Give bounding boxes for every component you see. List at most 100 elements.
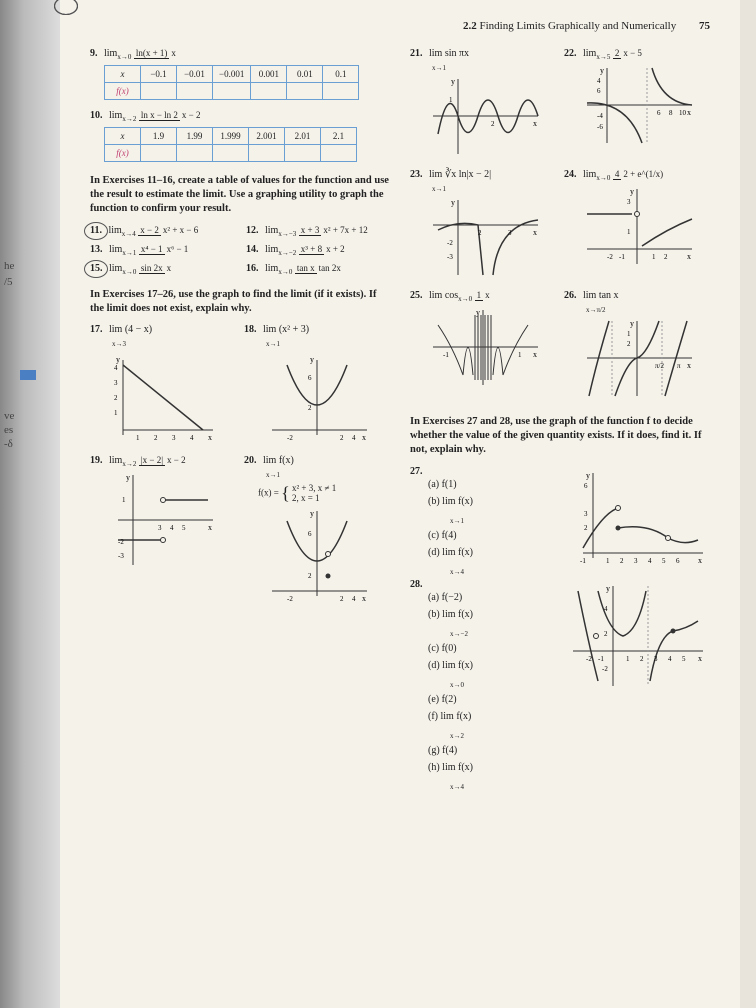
page-number: 75 bbox=[699, 20, 710, 32]
svg-text:1: 1 bbox=[606, 557, 610, 565]
edge-text: /5 bbox=[4, 276, 13, 288]
svg-text:4: 4 bbox=[648, 557, 652, 565]
problem-22: 22. limx→5 2x − 5 xy 64-4-6 6810 bbox=[564, 48, 710, 161]
edge-text: he bbox=[4, 260, 14, 272]
svg-text:-2: -2 bbox=[287, 434, 293, 442]
svg-text:y: y bbox=[630, 319, 634, 328]
svg-text:1: 1 bbox=[449, 96, 453, 104]
problem-24: 24. limx→0 42 + e^(1/x) xy 13 -2-112 bbox=[564, 169, 710, 282]
svg-text:4: 4 bbox=[114, 364, 118, 372]
svg-text:-3: -3 bbox=[118, 552, 124, 560]
svg-text:4: 4 bbox=[668, 655, 672, 663]
svg-text:2: 2 bbox=[627, 340, 631, 348]
svg-text:x: x bbox=[362, 433, 366, 442]
svg-text:-2: -2 bbox=[118, 538, 124, 546]
graph-19: x y 1 -2 -3 345 bbox=[108, 470, 218, 570]
svg-text:2: 2 bbox=[154, 434, 158, 442]
svg-text:x: x bbox=[533, 350, 537, 359]
svg-text:2: 2 bbox=[308, 404, 312, 412]
problem-16: 16. limx→0 tan xtan 2x bbox=[246, 263, 390, 276]
problem-10: 10. limx→2 ln x − ln 2x − 2 x 1.9 1.99 1… bbox=[90, 110, 390, 162]
svg-text:-2: -2 bbox=[602, 665, 608, 673]
svg-text:2: 2 bbox=[604, 630, 608, 638]
svg-text:4: 4 bbox=[170, 524, 174, 532]
svg-text:y: y bbox=[310, 355, 314, 364]
graph-18: xy -224 26 bbox=[262, 350, 372, 445]
svg-text:3: 3 bbox=[158, 524, 162, 532]
svg-text:6: 6 bbox=[308, 374, 312, 382]
graph-26: xy 21 π/2π bbox=[577, 316, 697, 401]
svg-text:-1: -1 bbox=[598, 655, 604, 663]
section-title: Finding Limits Graphically and Numerical… bbox=[480, 20, 677, 32]
svg-text:4: 4 bbox=[597, 77, 601, 85]
svg-text:y: y bbox=[126, 473, 130, 482]
svg-text:x: x bbox=[687, 252, 691, 261]
edge-text: ve bbox=[4, 410, 14, 422]
svg-text:-2: -2 bbox=[287, 595, 293, 603]
svg-text:2: 2 bbox=[114, 394, 118, 402]
graph-21: xy 12 bbox=[423, 74, 543, 159]
svg-text:y: y bbox=[606, 584, 610, 593]
svg-text:-1: -1 bbox=[443, 351, 449, 359]
svg-text:3: 3 bbox=[508, 229, 512, 237]
problem-20: 20. lim f(x)x→1 f(x) = { x² + 3, x ≠ 1 2… bbox=[244, 455, 390, 608]
problem-11: 11. limx→4 x − 2x² + x − 6 bbox=[90, 225, 234, 238]
problem-9: 9. limx→0 ln(x + 1)x x −0.1 −0.01 −0.001… bbox=[90, 48, 390, 100]
value-table-10: x 1.9 1.99 1.999 2.001 2.01 2.1 f(x) bbox=[104, 127, 357, 162]
problem-15: 15. limx→0 sin 2xx bbox=[90, 263, 234, 276]
left-column: 9. limx→0 ln(x + 1)x x −0.1 −0.01 −0.001… bbox=[90, 48, 390, 795]
limit-expression: limx→2 ln x − ln 2x − 2 bbox=[109, 110, 203, 121]
svg-text:-4: -4 bbox=[597, 112, 603, 120]
svg-text:3: 3 bbox=[634, 557, 638, 565]
svg-text:x: x bbox=[687, 108, 691, 117]
tab-marker bbox=[20, 370, 36, 380]
value-table-9: x −0.1 −0.01 −0.001 0.001 0.01 0.1 f(x) bbox=[104, 65, 359, 100]
svg-text:-1: -1 bbox=[619, 253, 625, 261]
problem-14: 14. limx→−2 x³ + 8x + 2 bbox=[246, 244, 390, 257]
svg-text:1: 1 bbox=[122, 496, 126, 504]
problem-19: 19. limx→2 |x − 2|x − 2 xy 1-2-3 345 bbox=[90, 455, 236, 608]
svg-text:6: 6 bbox=[597, 87, 601, 95]
svg-text:1: 1 bbox=[652, 253, 656, 261]
svg-text:2: 2 bbox=[664, 253, 668, 261]
svg-text:-2: -2 bbox=[447, 239, 453, 247]
svg-text:2: 2 bbox=[478, 229, 482, 237]
svg-text:x: x bbox=[208, 433, 212, 442]
svg-text:6: 6 bbox=[657, 109, 661, 117]
graph-23: xy -2-3 23 bbox=[423, 195, 543, 280]
svg-text:x: x bbox=[698, 654, 702, 663]
svg-text:x: x bbox=[687, 361, 691, 370]
svg-text:2: 2 bbox=[640, 655, 644, 663]
problem-18: 18. lim (x² + 3)x→1 xy -224 26 bbox=[244, 324, 390, 447]
page-content: 2.2 Finding Limits Graphically and Numer… bbox=[60, 0, 740, 1008]
svg-text:x: x bbox=[208, 523, 212, 532]
problem-12: 12. limx→−3 x + 3x² + 7x + 12 bbox=[246, 225, 390, 238]
book-spine: he /5 ve es -δ bbox=[0, 0, 60, 1008]
svg-text:1: 1 bbox=[626, 655, 630, 663]
svg-text:6: 6 bbox=[308, 530, 312, 538]
svg-text:4: 4 bbox=[190, 434, 194, 442]
graph-20: xy -224 26 bbox=[262, 506, 372, 606]
svg-text:y: y bbox=[451, 77, 455, 86]
svg-text:3: 3 bbox=[584, 510, 588, 518]
svg-text:4: 4 bbox=[604, 605, 608, 613]
svg-text:π: π bbox=[677, 362, 681, 370]
svg-text:y: y bbox=[586, 471, 590, 480]
svg-text:3: 3 bbox=[114, 379, 118, 387]
graph-24: xy 13 -2-112 bbox=[577, 184, 697, 269]
svg-text:x: x bbox=[533, 119, 537, 128]
edge-text: es bbox=[4, 424, 13, 436]
problem-23: 23. lim ∛x ln|x − 2|x→1 xy -2-3 23 bbox=[410, 169, 556, 282]
svg-text:-3: -3 bbox=[447, 253, 453, 261]
limit-expression: limx→0 ln(x + 1)x bbox=[104, 48, 178, 59]
graph-25: xy -11 bbox=[423, 305, 543, 390]
svg-text:5: 5 bbox=[182, 524, 186, 532]
svg-text:1: 1 bbox=[136, 434, 140, 442]
svg-text:5: 5 bbox=[662, 557, 666, 565]
svg-text:6: 6 bbox=[584, 482, 588, 490]
graph-17: xy 1234 1234 bbox=[108, 350, 218, 445]
right-column: 21. lim sin πxx→1 xy 12 22. limx→5 2x − … bbox=[410, 48, 710, 795]
svg-text:1: 1 bbox=[518, 351, 522, 359]
svg-text:-1: -1 bbox=[580, 557, 586, 565]
instructions-17-26: In Exercises 17–26, use the graph to fin… bbox=[90, 288, 390, 316]
